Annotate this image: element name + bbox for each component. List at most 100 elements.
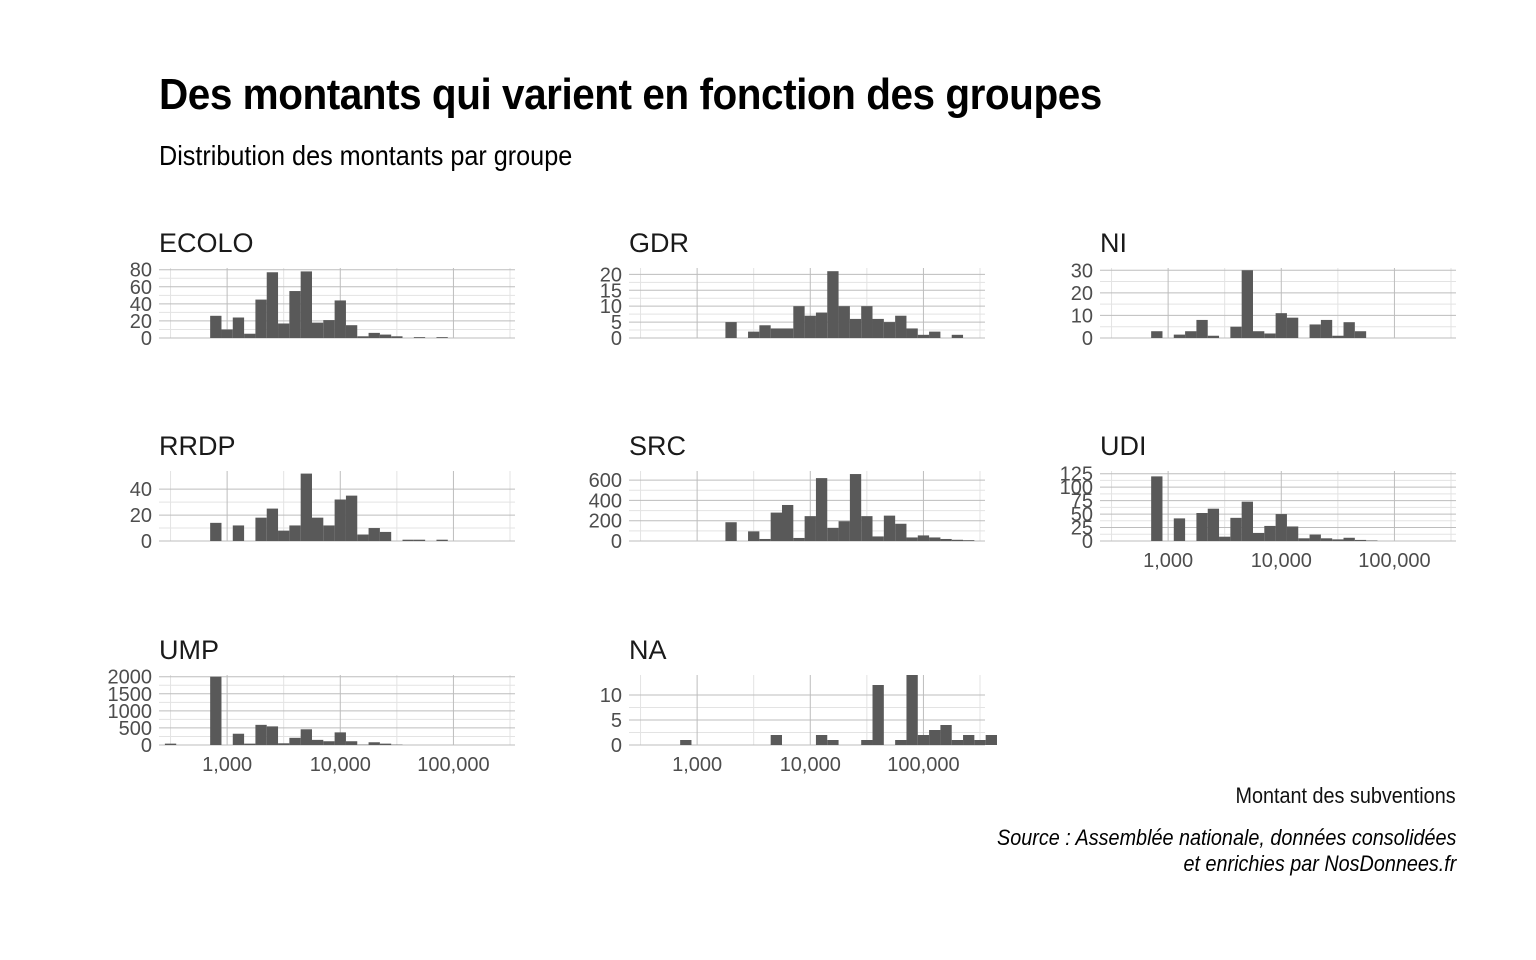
histogram-bar	[906, 328, 918, 338]
histogram-bar	[323, 320, 335, 338]
histogram-bar	[815, 312, 828, 338]
histogram-bar	[974, 740, 986, 745]
x-tick-label: 1,000	[1143, 550, 1193, 572]
histogram-bar	[985, 735, 997, 745]
histogram-bar	[164, 743, 177, 745]
histogram-bar	[278, 743, 290, 745]
histogram-bar	[1320, 538, 1333, 541]
histogram-bar	[278, 530, 290, 541]
histogram-bar	[1173, 518, 1186, 541]
histogram-bar	[917, 735, 930, 745]
y-tick-label: 1000	[108, 701, 153, 723]
histogram-bar	[1309, 534, 1321, 541]
histogram-bar	[357, 534, 369, 541]
histogram-bar	[883, 515, 896, 541]
histogram-bar	[368, 332, 380, 338]
panel-title: SRC	[629, 431, 686, 461]
histogram-bar	[793, 306, 805, 338]
y-tick-label: 0	[1082, 328, 1093, 350]
histogram-bar	[379, 531, 392, 541]
histogram-bar	[759, 325, 771, 338]
histogram-bar	[1151, 331, 1163, 338]
histogram-bar	[1309, 324, 1321, 338]
y-tick-label: 0	[1082, 531, 1093, 553]
x-tick-label: 10,000	[310, 754, 371, 776]
histogram-bar	[345, 325, 358, 338]
histogram-bar	[929, 537, 941, 541]
histogram-bar	[323, 525, 335, 541]
histogram-bar	[357, 336, 369, 338]
histogram-bar	[1354, 331, 1367, 338]
histogram-bar	[815, 735, 828, 745]
histogram-bar	[804, 516, 816, 541]
histogram-bar	[861, 516, 873, 541]
y-tick-label: 20	[1071, 283, 1093, 305]
histogram-bar	[838, 306, 850, 338]
histogram-bar	[1219, 536, 1231, 541]
histogram-bar	[1207, 335, 1220, 338]
histogram-bar	[210, 522, 222, 541]
histogram-bar	[804, 315, 816, 338]
histogram-bar	[827, 271, 839, 338]
panel-title: RRDP	[159, 431, 236, 461]
histogram-bar	[1366, 540, 1378, 541]
histogram-bar	[680, 740, 692, 745]
histogram-bar	[436, 337, 448, 338]
y-tick-label: 0	[141, 531, 152, 553]
histogram-bar	[323, 741, 335, 745]
histogram-bar	[1332, 539, 1344, 541]
histogram-bar	[232, 525, 245, 541]
histogram-bar	[1230, 326, 1242, 338]
histogram-bar	[748, 331, 760, 338]
histogram-bar	[725, 322, 737, 338]
histogram-bar	[402, 539, 414, 541]
y-tick-label: 0	[611, 735, 622, 757]
y-tick-label: 0	[141, 328, 152, 350]
y-tick-label: 0	[611, 328, 622, 350]
histogram-bar	[827, 740, 839, 745]
histogram-bar	[1332, 335, 1344, 338]
histogram-bar	[391, 336, 403, 338]
histogram-bar	[781, 504, 794, 541]
histogram-bar	[1241, 501, 1253, 541]
histogram-bar	[379, 743, 392, 745]
histogram-bar	[1343, 322, 1355, 338]
histogram-bar	[266, 272, 279, 338]
histogram-bar	[289, 737, 301, 745]
y-tick-label: 5	[611, 710, 622, 732]
histogram-bar	[311, 739, 324, 745]
y-tick-label: 125	[1060, 464, 1093, 486]
histogram-bar	[838, 521, 850, 541]
histogram-bar	[906, 675, 918, 745]
x-tick-label: 100,000	[887, 754, 959, 776]
x-tick-label: 10,000	[780, 754, 841, 776]
histogram-bar	[861, 740, 873, 745]
histogram-bar	[759, 538, 771, 541]
y-tick-label: 5	[611, 312, 622, 334]
panel-title: ECOLO	[159, 228, 254, 258]
histogram-bar	[917, 535, 930, 541]
histogram-bar	[1185, 331, 1197, 338]
histogram-bar	[1252, 532, 1265, 541]
histogram-bar	[345, 741, 358, 745]
y-tick-label: 600	[589, 470, 622, 492]
histogram-bar	[917, 334, 930, 338]
x-tick-label: 10,000	[1251, 550, 1312, 572]
histogram-bar	[929, 730, 941, 745]
histogram-bar	[940, 538, 952, 541]
histogram-bar	[221, 329, 233, 338]
histogram-bar	[311, 517, 324, 541]
x-tick-label: 1,000	[202, 754, 252, 776]
histogram-bar	[929, 331, 941, 338]
histogram-bar	[436, 539, 448, 541]
histogram-bar	[413, 337, 426, 338]
panel-title: UDI	[1100, 431, 1147, 461]
histogram-bar	[300, 473, 312, 541]
x-tick-label: 1,000	[672, 754, 722, 776]
histogram-bar	[413, 539, 426, 541]
x-axis-title: Montant des subventions	[1235, 783, 1456, 808]
histogram-bar	[232, 733, 245, 745]
histogram-bar	[1241, 270, 1253, 338]
